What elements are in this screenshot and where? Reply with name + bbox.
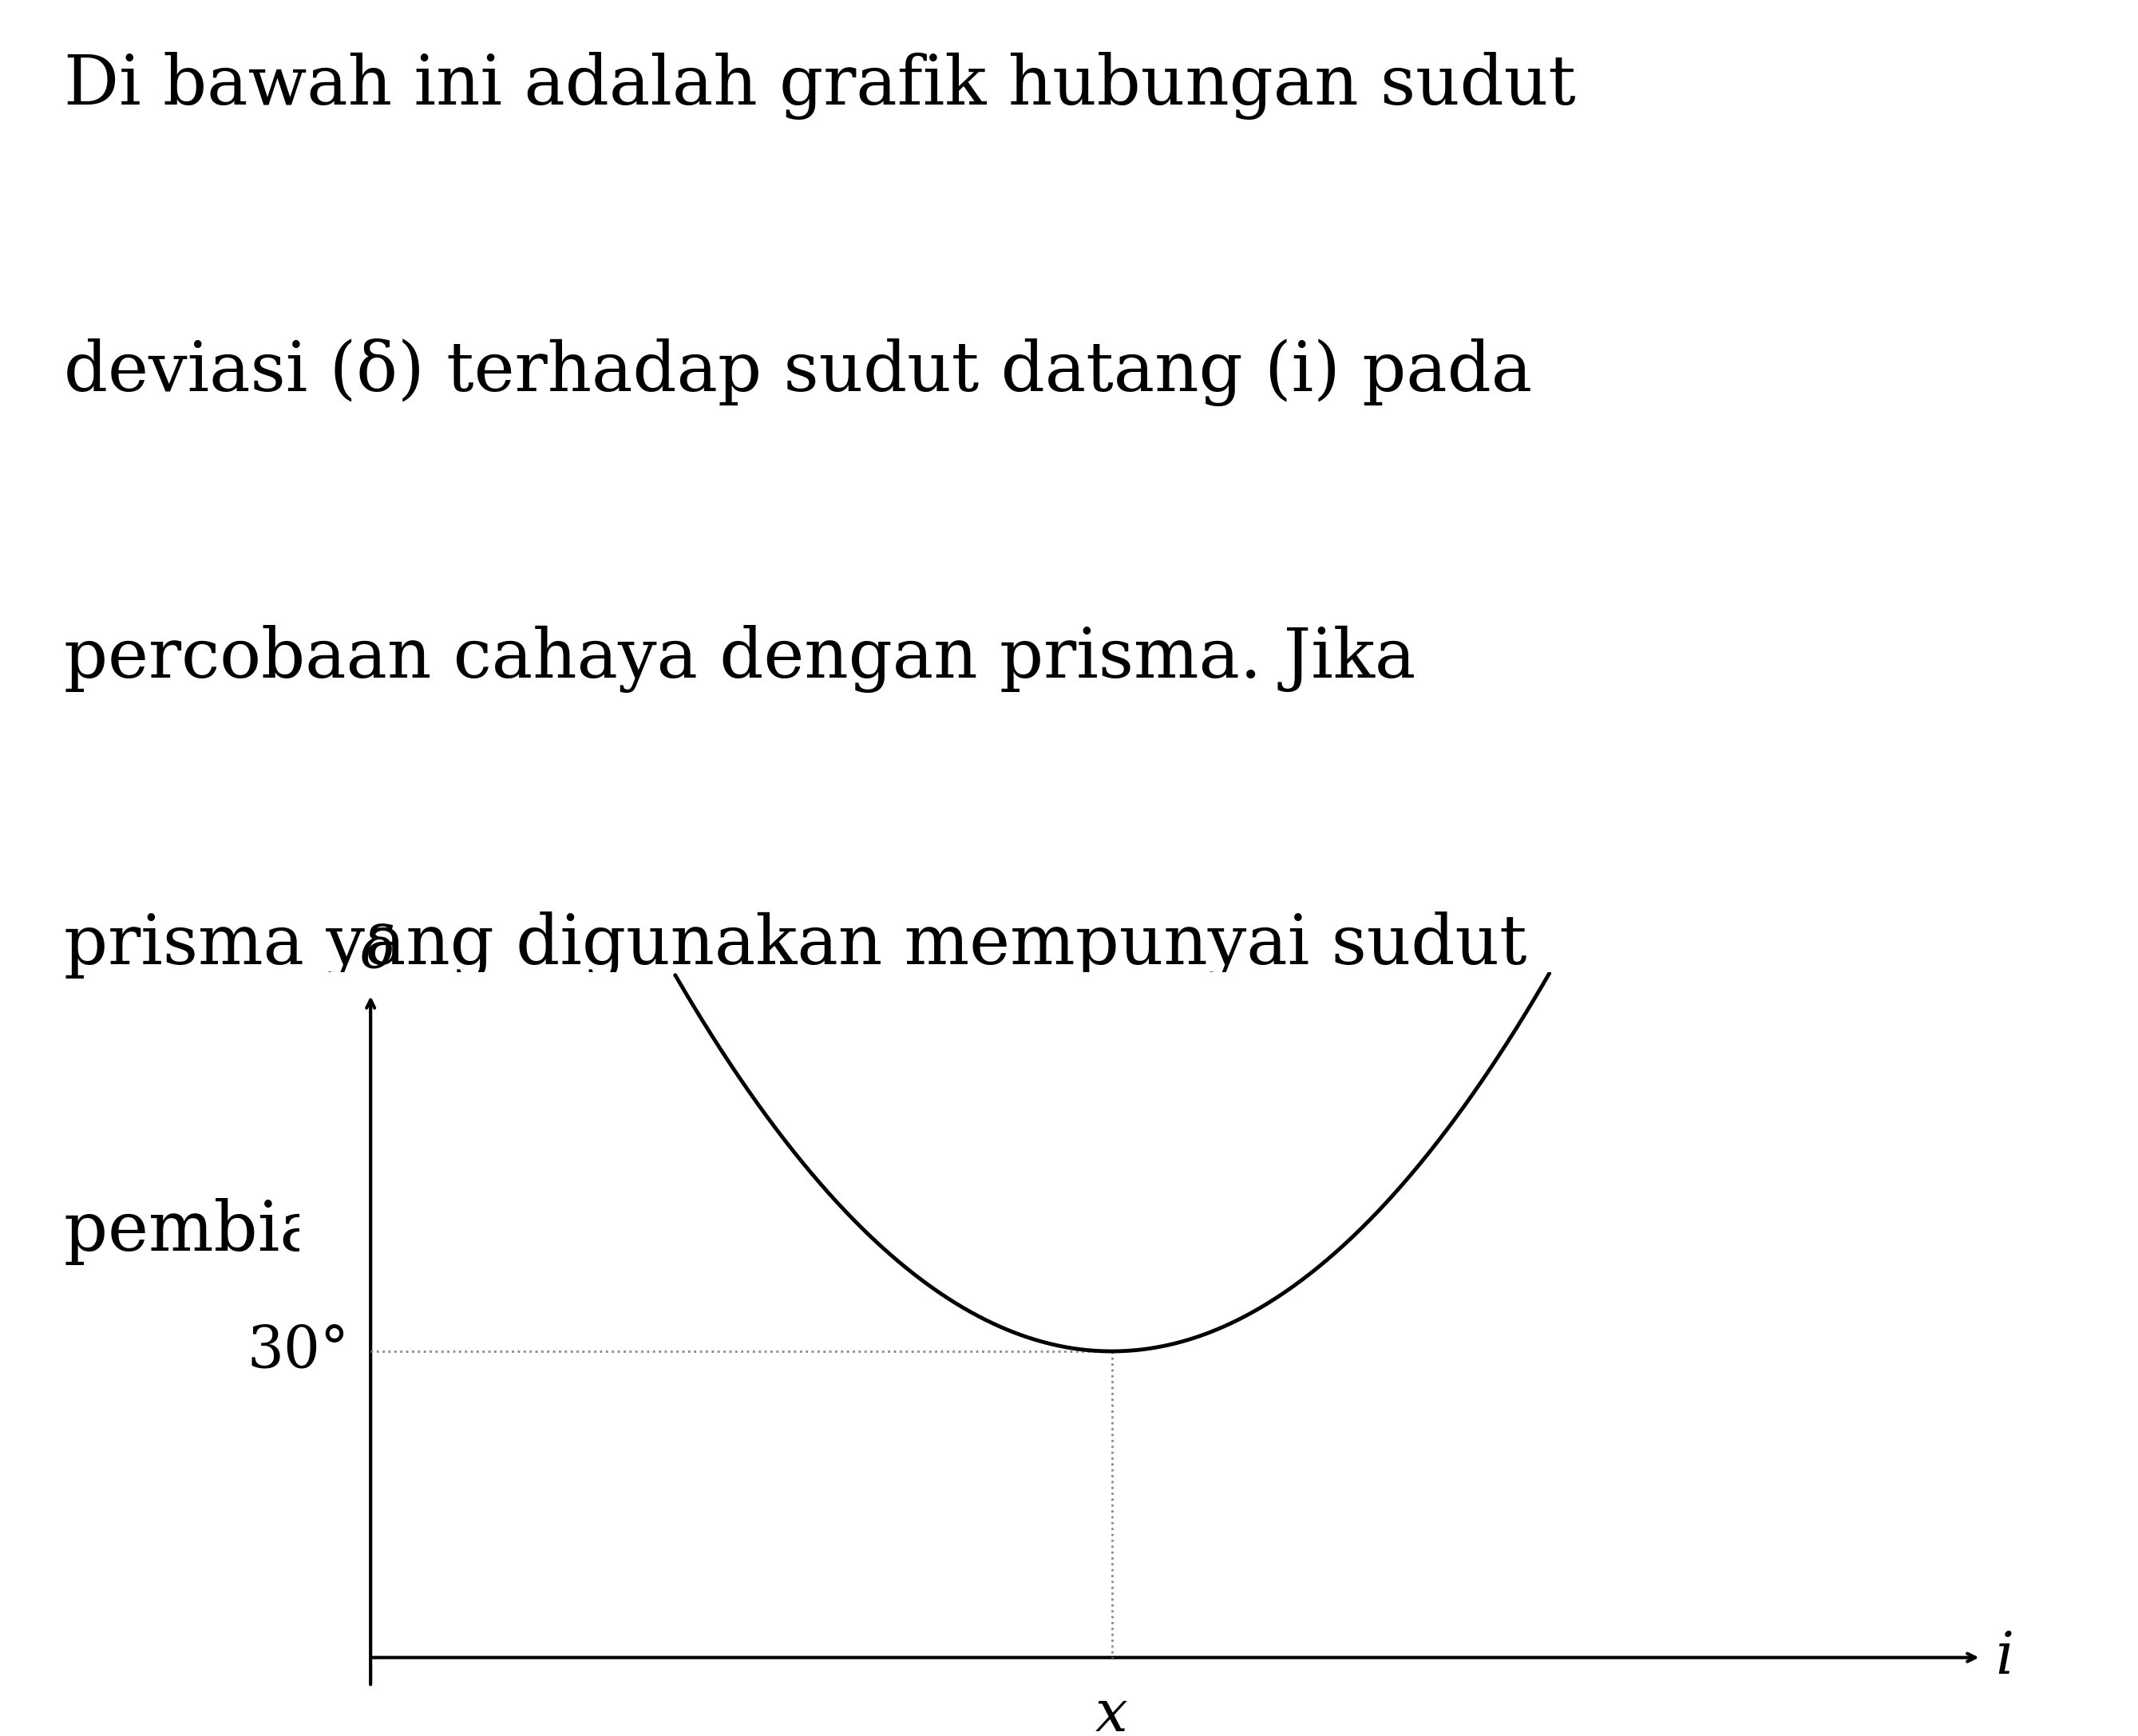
Text: pembias 50°, tentukan nilai x pada grafik.: pembias 50°, tentukan nilai x pada grafi…: [64, 1198, 1531, 1266]
Text: δ: δ: [361, 924, 396, 979]
Text: percobaan cahaya dengan prisma. Jika: percobaan cahaya dengan prisma. Jika: [64, 625, 1415, 693]
Text: x: x: [1095, 1687, 1129, 1736]
Text: prisma yang digunakan mempunyai sudut: prisma yang digunakan mempunyai sudut: [64, 911, 1527, 979]
Text: Di bawah ini adalah grafik hubungan sudut: Di bawah ini adalah grafik hubungan sudu…: [64, 52, 1576, 120]
Text: deviasi (δ) terhadap sudut datang (i) pada: deviasi (δ) terhadap sudut datang (i) pa…: [64, 339, 1533, 406]
Text: 30°: 30°: [248, 1323, 348, 1380]
Text: i: i: [1995, 1630, 2014, 1686]
